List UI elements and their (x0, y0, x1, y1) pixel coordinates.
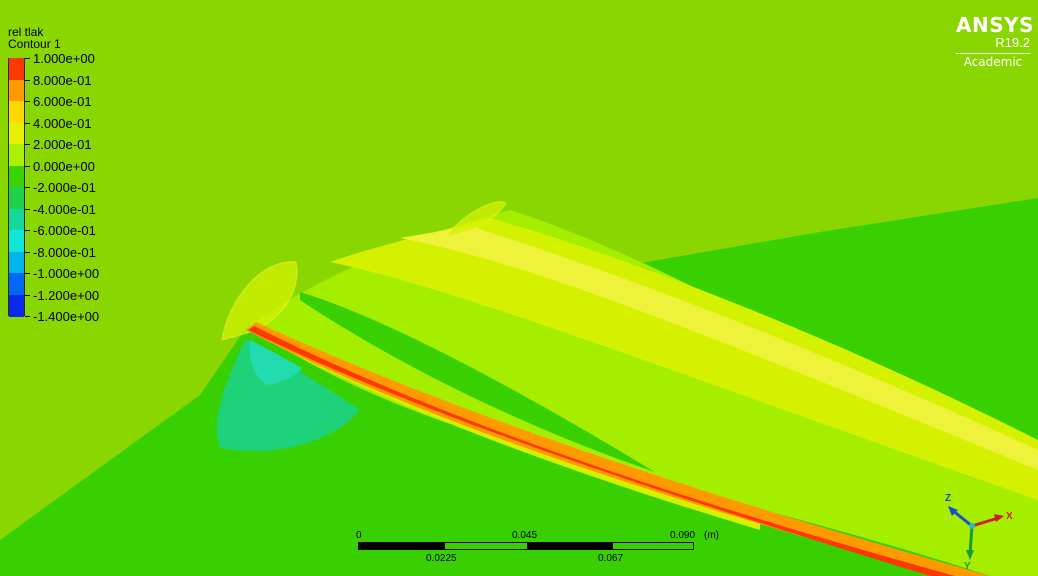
scale-segment-3 (528, 542, 612, 550)
blade-light-band (330, 218, 1038, 500)
tip-vortex-disc-top (447, 201, 507, 237)
scale-unit: (m) (704, 530, 719, 541)
y-axis-line (968, 525, 974, 555)
legend-level-label-6: -2.000e-01 (33, 180, 96, 195)
legend-band-8 (9, 230, 24, 252)
scale-label-three-quarter: 0.067 (598, 553, 624, 564)
legend-tick-9 (25, 252, 30, 253)
legend-tick-0 (25, 58, 30, 59)
legend-band-5 (9, 165, 24, 188)
blade-surface (250, 210, 1038, 576)
y-axis-arrowhead (966, 550, 974, 560)
scale-bar: 0 0.045 0.090 (m) 0.0225 0.067 (350, 528, 730, 568)
legend-tick-3 (25, 123, 30, 124)
x-axis-arrowhead (994, 514, 1004, 522)
scale-label-end: 0.090 (670, 530, 696, 541)
ansys-logo: ANSYS R19.2 Academic (956, 13, 1035, 69)
legend-tick-11 (25, 295, 30, 296)
legend-band-1 (9, 79, 24, 102)
legend-band-3 (9, 122, 24, 145)
legend-tick-1 (25, 80, 30, 81)
blade-yellow-band (400, 226, 1038, 470)
legend-band-10 (9, 273, 24, 295)
axis-label-x: X (1006, 511, 1013, 522)
legend-band-9 (9, 251, 24, 274)
tip-vortex-disc-left (221, 261, 298, 341)
legend-level-label-4: 2.000e-01 (33, 137, 92, 152)
blade-dark-stripe (300, 292, 655, 472)
legend-level-label-3: 4.000e-01 (33, 116, 92, 131)
legend-level-label-8: -6.000e-01 (33, 223, 96, 238)
legend-tick-12 (25, 316, 30, 317)
legend-band-4 (9, 144, 24, 166)
legend-level-label-9: -8.000e-01 (33, 245, 96, 260)
scale-label-0: 0 (356, 530, 362, 541)
legend-contour-name: Contour 1 (8, 37, 61, 51)
legend-band-11 (9, 294, 24, 317)
axis-triad[interactable]: Z X Y (930, 488, 1020, 574)
legend-tick-6 (25, 187, 30, 188)
scale-segment-2 (444, 542, 528, 550)
legend-level-label-12: -1.400e+00 (33, 309, 100, 324)
legend-level-label-0: 1.000e+00 (33, 51, 95, 66)
logo-version: R19.2 (995, 35, 1030, 50)
legend-level-label-7: -4.000e-01 (33, 202, 96, 217)
legend-band-2 (9, 101, 24, 123)
legend-band-6 (9, 187, 24, 209)
legend-color-bar[interactable] (8, 58, 25, 317)
triad-origin (969, 523, 975, 529)
legend-band-0 (9, 58, 24, 80)
blade-inner-green-band (262, 330, 760, 530)
legend-band-7 (9, 208, 24, 231)
legend-tick-2 (25, 101, 30, 102)
logo-divider (956, 53, 1030, 54)
legend-tick-8 (25, 230, 30, 231)
legend-tick-5 (25, 166, 30, 167)
axis-label-z: Z (945, 493, 952, 504)
legend-level-label-5: 0.000e+00 (33, 159, 95, 174)
scale-segment-4 (612, 542, 694, 550)
legend-variable-name: rel tlak (8, 25, 44, 39)
legend-tick-4 (25, 144, 30, 145)
scale-label-mid: 0.045 (512, 530, 538, 541)
logo-name: ANSYS (956, 13, 1035, 37)
axis-label-y: Y (964, 561, 971, 572)
legend-level-label-1: 8.000e-01 (33, 73, 92, 88)
scale-label-quarter: 0.0225 (426, 553, 457, 564)
legend-tick-7 (25, 209, 30, 210)
legend-level-label-11: -1.200e+00 (33, 288, 100, 303)
axis-triad-graphic (948, 506, 1004, 560)
x-axis-line (971, 516, 999, 528)
scale-segment-1 (358, 542, 444, 550)
legend-level-label-10: -1.000e+00 (33, 266, 100, 281)
logo-edition: Academic (963, 55, 1023, 69)
legend-level-label-2: 6.000e-01 (33, 94, 92, 109)
z-axis-arrowhead (948, 506, 958, 516)
legend-tick-10 (25, 273, 30, 274)
suction-peak-region (249, 340, 302, 385)
